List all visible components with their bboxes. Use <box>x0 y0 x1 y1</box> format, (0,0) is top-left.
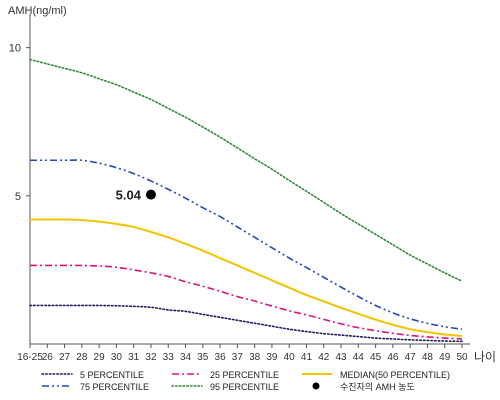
x-tick-label: 28 <box>76 352 88 363</box>
series-line-5-percentile <box>29 304 463 343</box>
x-tick-label: 39 <box>266 352 278 363</box>
legend: 5 PERCENTILE 25 PERCENTILE MEDIAN(50 PERCE… <box>41 370 450 392</box>
y-axis-label: AMH(ng/ml) <box>8 5 67 17</box>
legend-label-5-percentile: 5 PERCENTILE <box>80 370 144 380</box>
x-tick-label: 29 <box>94 352 106 363</box>
series-line-75-percentile <box>30 159 463 330</box>
x-tick-label: 47 <box>405 352 417 363</box>
x-tick-label: 33 <box>163 352 175 363</box>
x-tick-label: 44 <box>353 352 365 363</box>
x-tick-label: 30 <box>111 352 123 363</box>
series-line-95-percentile <box>29 58 463 282</box>
x-tick-label: 27 <box>59 352 71 363</box>
x-tick-label: 49 <box>439 352 451 363</box>
legend-label-amh: 수진자의 AMH 농도 <box>340 382 415 392</box>
series-line-median-50-percentile <box>30 218 463 337</box>
y-tick-label: 10 <box>9 43 21 55</box>
x-tick-label: 26 <box>42 352 54 363</box>
legend-label-25-percentile: 25 PERCENTILE <box>210 370 279 380</box>
y-tick-label: 5 <box>15 191 21 203</box>
x-axis-label: 나이 <box>474 350 496 364</box>
legend-label-95-percentile: 95 PERCENTILE <box>210 382 279 392</box>
x-tick-label: 31 <box>128 352 140 363</box>
patient-amh-point <box>145 189 156 200</box>
x-tick-label: 36 <box>215 352 227 363</box>
x-tick-label: 42 <box>318 352 330 363</box>
series-line-25-percentile <box>30 264 463 340</box>
x-tick-label: 32 <box>145 352 157 363</box>
x-tick-label: 50 <box>456 352 468 363</box>
patient-amh-label: 5.04 <box>116 188 142 203</box>
legend-label-median-50-percentile: MEDIAN(50 PERCENTILE) <box>340 370 450 380</box>
x-tick-label: 43 <box>335 352 347 363</box>
legend-label-75-percentile: 75 PERCENTILE <box>80 382 149 392</box>
x-tick-label: 34 <box>180 352 192 363</box>
x-tick-label: 48 <box>422 352 434 363</box>
x-tick-label: 41 <box>301 352 313 363</box>
x-tick-label: 46 <box>387 352 399 363</box>
x-tick-label: 45 <box>370 352 382 363</box>
x-tick-label: 37 <box>232 352 244 363</box>
x-tick-label: 40 <box>284 352 296 363</box>
x-tick-label: 38 <box>249 352 261 363</box>
legend-swatch-patient <box>312 382 320 390</box>
patient-marker-layer: 5.04 <box>116 188 156 203</box>
x-tick-label: 16-25 <box>17 352 43 363</box>
series-layer <box>29 58 463 343</box>
x-tick-label: 35 <box>197 352 209 363</box>
